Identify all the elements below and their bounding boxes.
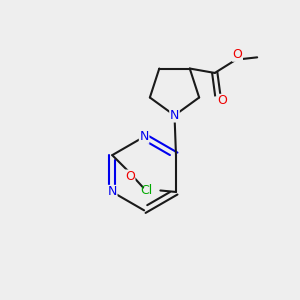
- Text: N: N: [170, 109, 179, 122]
- Text: N: N: [107, 185, 117, 199]
- Text: O: O: [217, 94, 227, 107]
- Text: Cl: Cl: [140, 184, 152, 197]
- Text: O: O: [125, 170, 135, 183]
- Text: O: O: [232, 48, 242, 61]
- Text: N: N: [140, 130, 149, 143]
